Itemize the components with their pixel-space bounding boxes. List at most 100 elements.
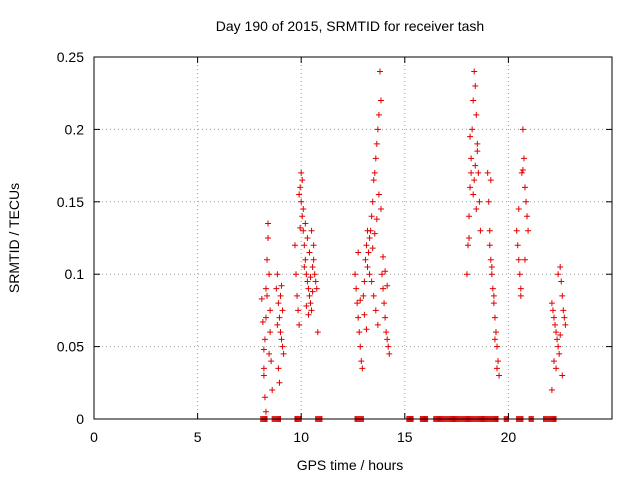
chart-title: Day 190 of 2015, SRMTID for receiver tas… xyxy=(216,18,484,34)
data-point xyxy=(295,307,302,314)
data-point xyxy=(261,336,268,343)
data-point xyxy=(298,169,305,176)
data-point xyxy=(304,278,311,285)
data-point xyxy=(260,346,267,353)
data-point xyxy=(556,350,563,357)
data-point xyxy=(265,220,272,227)
data-point xyxy=(307,274,314,281)
data-point xyxy=(474,148,481,155)
data-point xyxy=(473,111,480,118)
data-point xyxy=(475,169,482,176)
data-point xyxy=(468,155,475,162)
data-point xyxy=(552,321,559,328)
data-point xyxy=(364,227,371,234)
data-point xyxy=(376,68,383,75)
x-axis-label: GPS time / hours xyxy=(297,457,404,473)
data-point xyxy=(262,285,269,292)
data-point xyxy=(297,184,304,191)
data-point xyxy=(518,169,525,176)
data-point xyxy=(353,285,360,292)
data-point xyxy=(558,278,565,285)
data-point xyxy=(260,365,267,372)
data-point xyxy=(550,358,557,365)
data-point xyxy=(381,300,388,307)
data-point xyxy=(521,184,528,191)
data-point xyxy=(355,249,362,256)
data-point xyxy=(385,343,392,350)
data-point xyxy=(260,372,267,379)
data-point xyxy=(517,285,524,292)
data-point xyxy=(279,307,286,314)
data-point xyxy=(304,235,311,241)
data-point xyxy=(548,387,555,394)
data-point xyxy=(310,256,317,263)
data-point xyxy=(293,271,300,278)
data-point xyxy=(485,198,492,205)
data-point xyxy=(268,358,275,365)
data-point xyxy=(300,206,307,213)
data-point xyxy=(363,242,370,249)
data-point xyxy=(380,285,387,292)
data-point xyxy=(354,300,361,307)
data-point xyxy=(562,321,569,328)
data-point xyxy=(364,263,371,270)
data-point xyxy=(472,162,479,169)
x-tick-label: 5 xyxy=(194,429,202,445)
data-point xyxy=(476,198,483,205)
data-point xyxy=(259,318,266,325)
data-point xyxy=(375,111,382,118)
data-point xyxy=(274,271,281,278)
data-point xyxy=(278,336,285,343)
data-point xyxy=(561,314,568,321)
x-tick-label: 20 xyxy=(501,429,517,445)
data-point xyxy=(302,256,309,263)
data-point xyxy=(373,140,380,147)
data-point xyxy=(262,314,269,321)
data-point xyxy=(365,249,372,256)
axis-ticks: 0 0.05 0.1 0.15 0.2 0.25 0 5 10 15 20 xyxy=(57,49,612,445)
data-point xyxy=(382,268,389,275)
data-point xyxy=(472,82,479,89)
data-point xyxy=(486,227,493,234)
data-point xyxy=(470,191,477,198)
data-point xyxy=(262,408,269,415)
data-point xyxy=(309,263,316,270)
data-point xyxy=(267,329,274,336)
data-point xyxy=(490,292,497,299)
data-point xyxy=(294,292,301,299)
data-point xyxy=(300,227,307,234)
data-point xyxy=(555,271,562,278)
data-point xyxy=(470,97,477,104)
data-point xyxy=(519,166,526,173)
data-point xyxy=(363,326,370,333)
data-point xyxy=(495,358,502,365)
data-point xyxy=(299,177,306,184)
data-point xyxy=(265,235,272,241)
data-point xyxy=(369,245,376,252)
data-point xyxy=(384,336,391,343)
data-point xyxy=(299,213,306,220)
data-point xyxy=(554,336,561,343)
data-point xyxy=(517,292,524,299)
data-point xyxy=(269,387,276,394)
data-point xyxy=(466,213,473,220)
data-point xyxy=(303,303,310,310)
data-point xyxy=(275,365,282,372)
plot-frame xyxy=(93,56,613,420)
data-point xyxy=(296,321,303,328)
data-point xyxy=(308,307,315,314)
data-point xyxy=(471,68,478,75)
data-point xyxy=(559,292,566,299)
data-point xyxy=(488,271,495,278)
data-point xyxy=(352,271,359,278)
grid-lines xyxy=(94,57,612,419)
data-point xyxy=(553,365,560,372)
data-point xyxy=(298,198,305,205)
data-point xyxy=(297,224,304,231)
data-point xyxy=(384,282,391,289)
data-point xyxy=(374,321,381,328)
data-point xyxy=(553,329,560,336)
data-point xyxy=(362,256,369,263)
data-point xyxy=(313,285,320,292)
data-point xyxy=(370,177,377,184)
